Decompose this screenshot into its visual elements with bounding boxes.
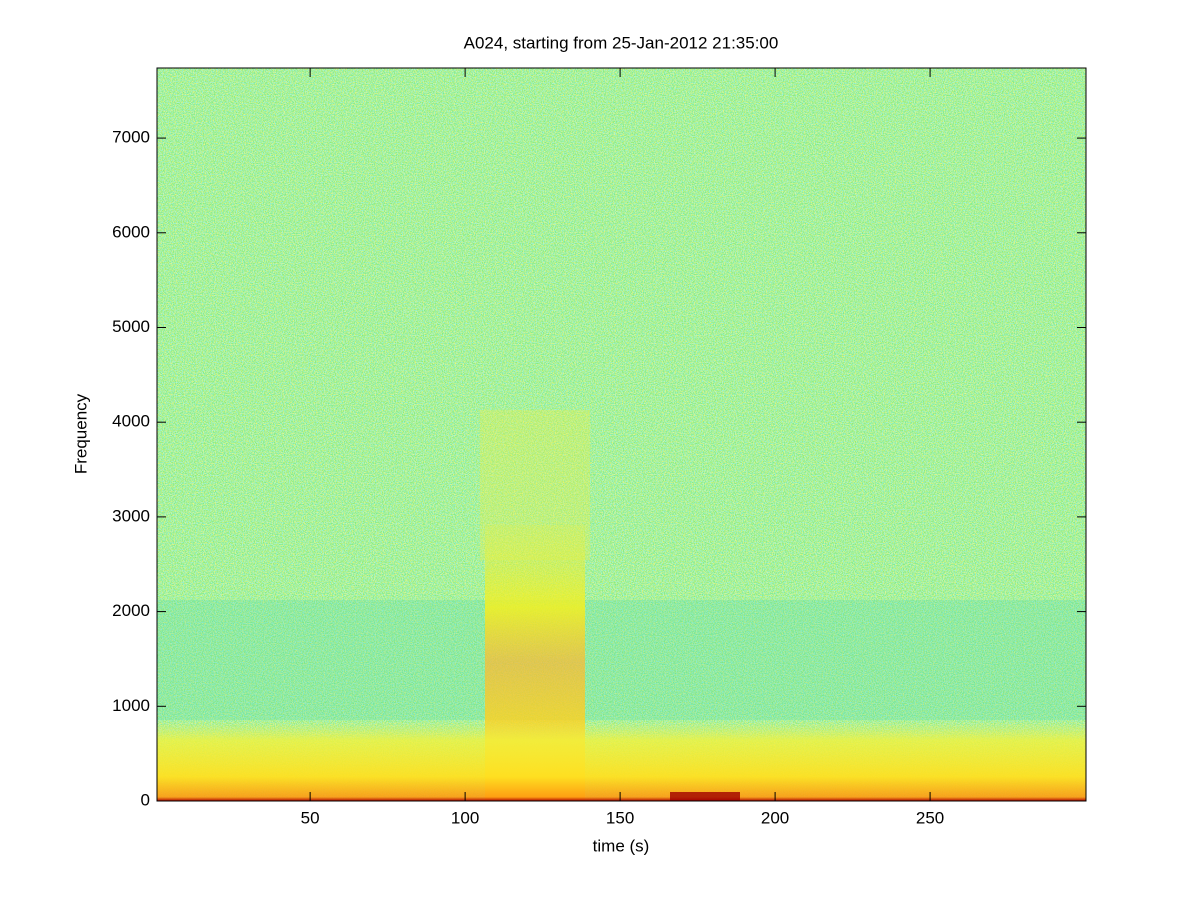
y-tick-label: 3000 <box>112 506 150 525</box>
y-tick-label: 2000 <box>112 601 150 620</box>
x-tick-label: 100 <box>451 808 479 827</box>
y-tick-label: 6000 <box>112 222 150 241</box>
y-axis-label: Frequency <box>71 393 90 474</box>
y-tick-label: 5000 <box>112 317 150 336</box>
y-tick-label: 7000 <box>112 128 150 147</box>
x-axis-label: time (s) <box>593 836 650 855</box>
x-tick-label: 50 <box>301 808 320 827</box>
x-tick-label: 250 <box>916 808 944 827</box>
y-tick-label: 0 <box>141 790 150 809</box>
x-tick-label: 150 <box>606 808 634 827</box>
y-tick-label: 1000 <box>112 696 150 715</box>
x-tick-label: 200 <box>761 808 789 827</box>
spectrogram-image <box>157 68 1086 801</box>
chart-title: A024, starting from 25-Jan-2012 21:35:00 <box>464 33 779 52</box>
axes-box <box>156 67 1087 802</box>
y-tick-label: 4000 <box>112 412 150 431</box>
